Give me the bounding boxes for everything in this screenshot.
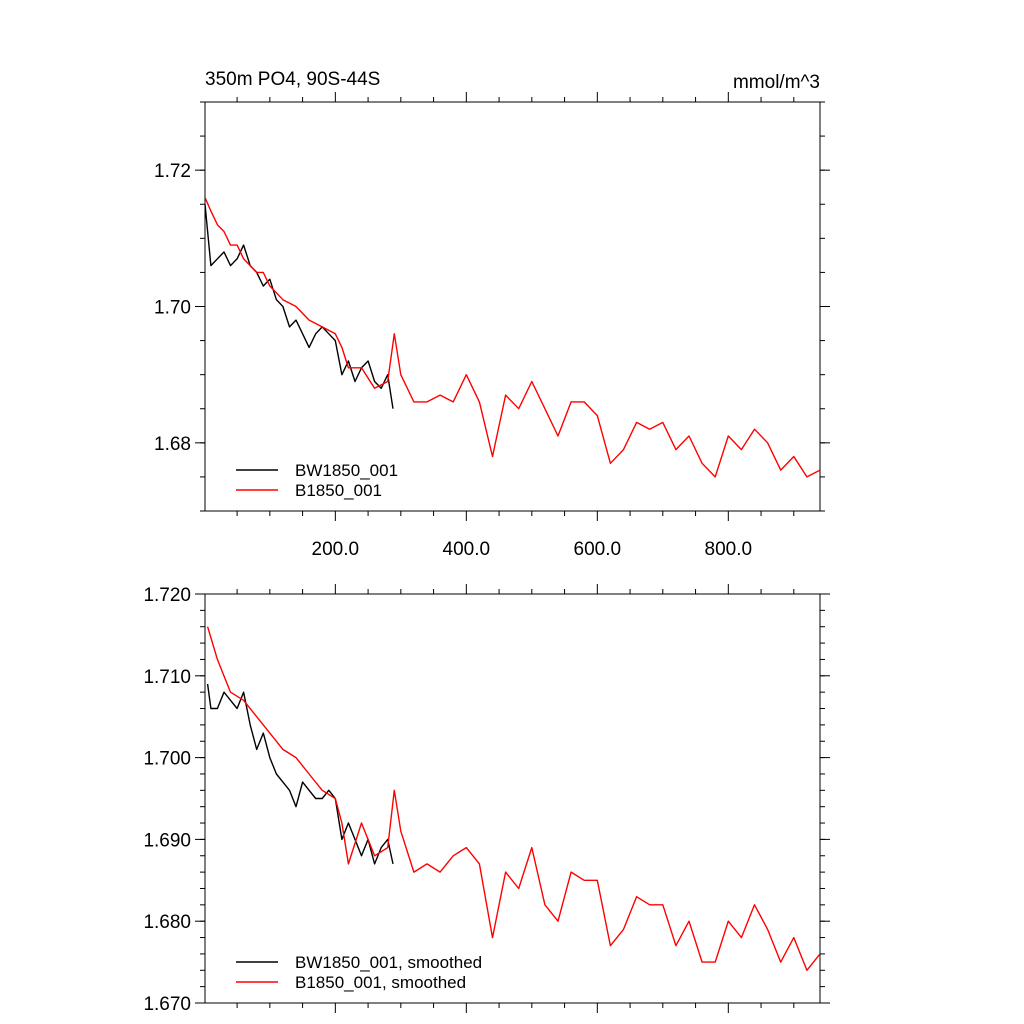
legend-label: BW1850_001 — [295, 461, 398, 480]
y-tick-label: 1.72 — [154, 161, 191, 182]
legend-label: BW1850_001, smoothed — [295, 953, 482, 972]
bottom-plot-area: 1.670 1.680 1.690 1.700 1.710 1.720 BW1850_001… — [143, 584, 830, 1015]
top-plot-frame — [204, 101, 821, 512]
x-tick-label: 800.0 — [705, 539, 753, 560]
top-plot-area: 200.0 400.0 600.0 800.0 1.68 1.70 1.72 BW1850_0… — [154, 92, 830, 560]
legend-label: B1850_001, smoothed — [295, 973, 466, 992]
y-tick-label: 1.700 — [143, 749, 191, 770]
legend-label: B1850_001 — [295, 481, 382, 500]
x-tick-label: 400.0 — [443, 539, 491, 560]
top-chart-units: mmol/m^3 — [733, 72, 820, 93]
y-tick-label: 1.710 — [143, 667, 191, 688]
y-tick-label: 1.720 — [143, 585, 191, 606]
y-tick-label: 1.68 — [154, 434, 191, 455]
y-tick-label: 1.680 — [143, 912, 191, 933]
x-tick-label: 200.0 — [312, 539, 360, 560]
y-tick-label: 1.690 — [143, 830, 191, 851]
top-chart-title: 350m PO4, 90S-44S — [205, 69, 380, 90]
series-line-bw1850 — [206, 683, 394, 865]
y-tick-label: 1.70 — [154, 298, 191, 319]
y-tick-label: 1.670 — [143, 994, 191, 1015]
series-line-bw1850 — [205, 204, 394, 409]
series-line-b1850 — [206, 626, 820, 971]
x-tick-label: 600.0 — [574, 539, 622, 560]
series-line-b1850 — [205, 197, 820, 478]
bottom-plot-frame — [204, 593, 821, 1004]
